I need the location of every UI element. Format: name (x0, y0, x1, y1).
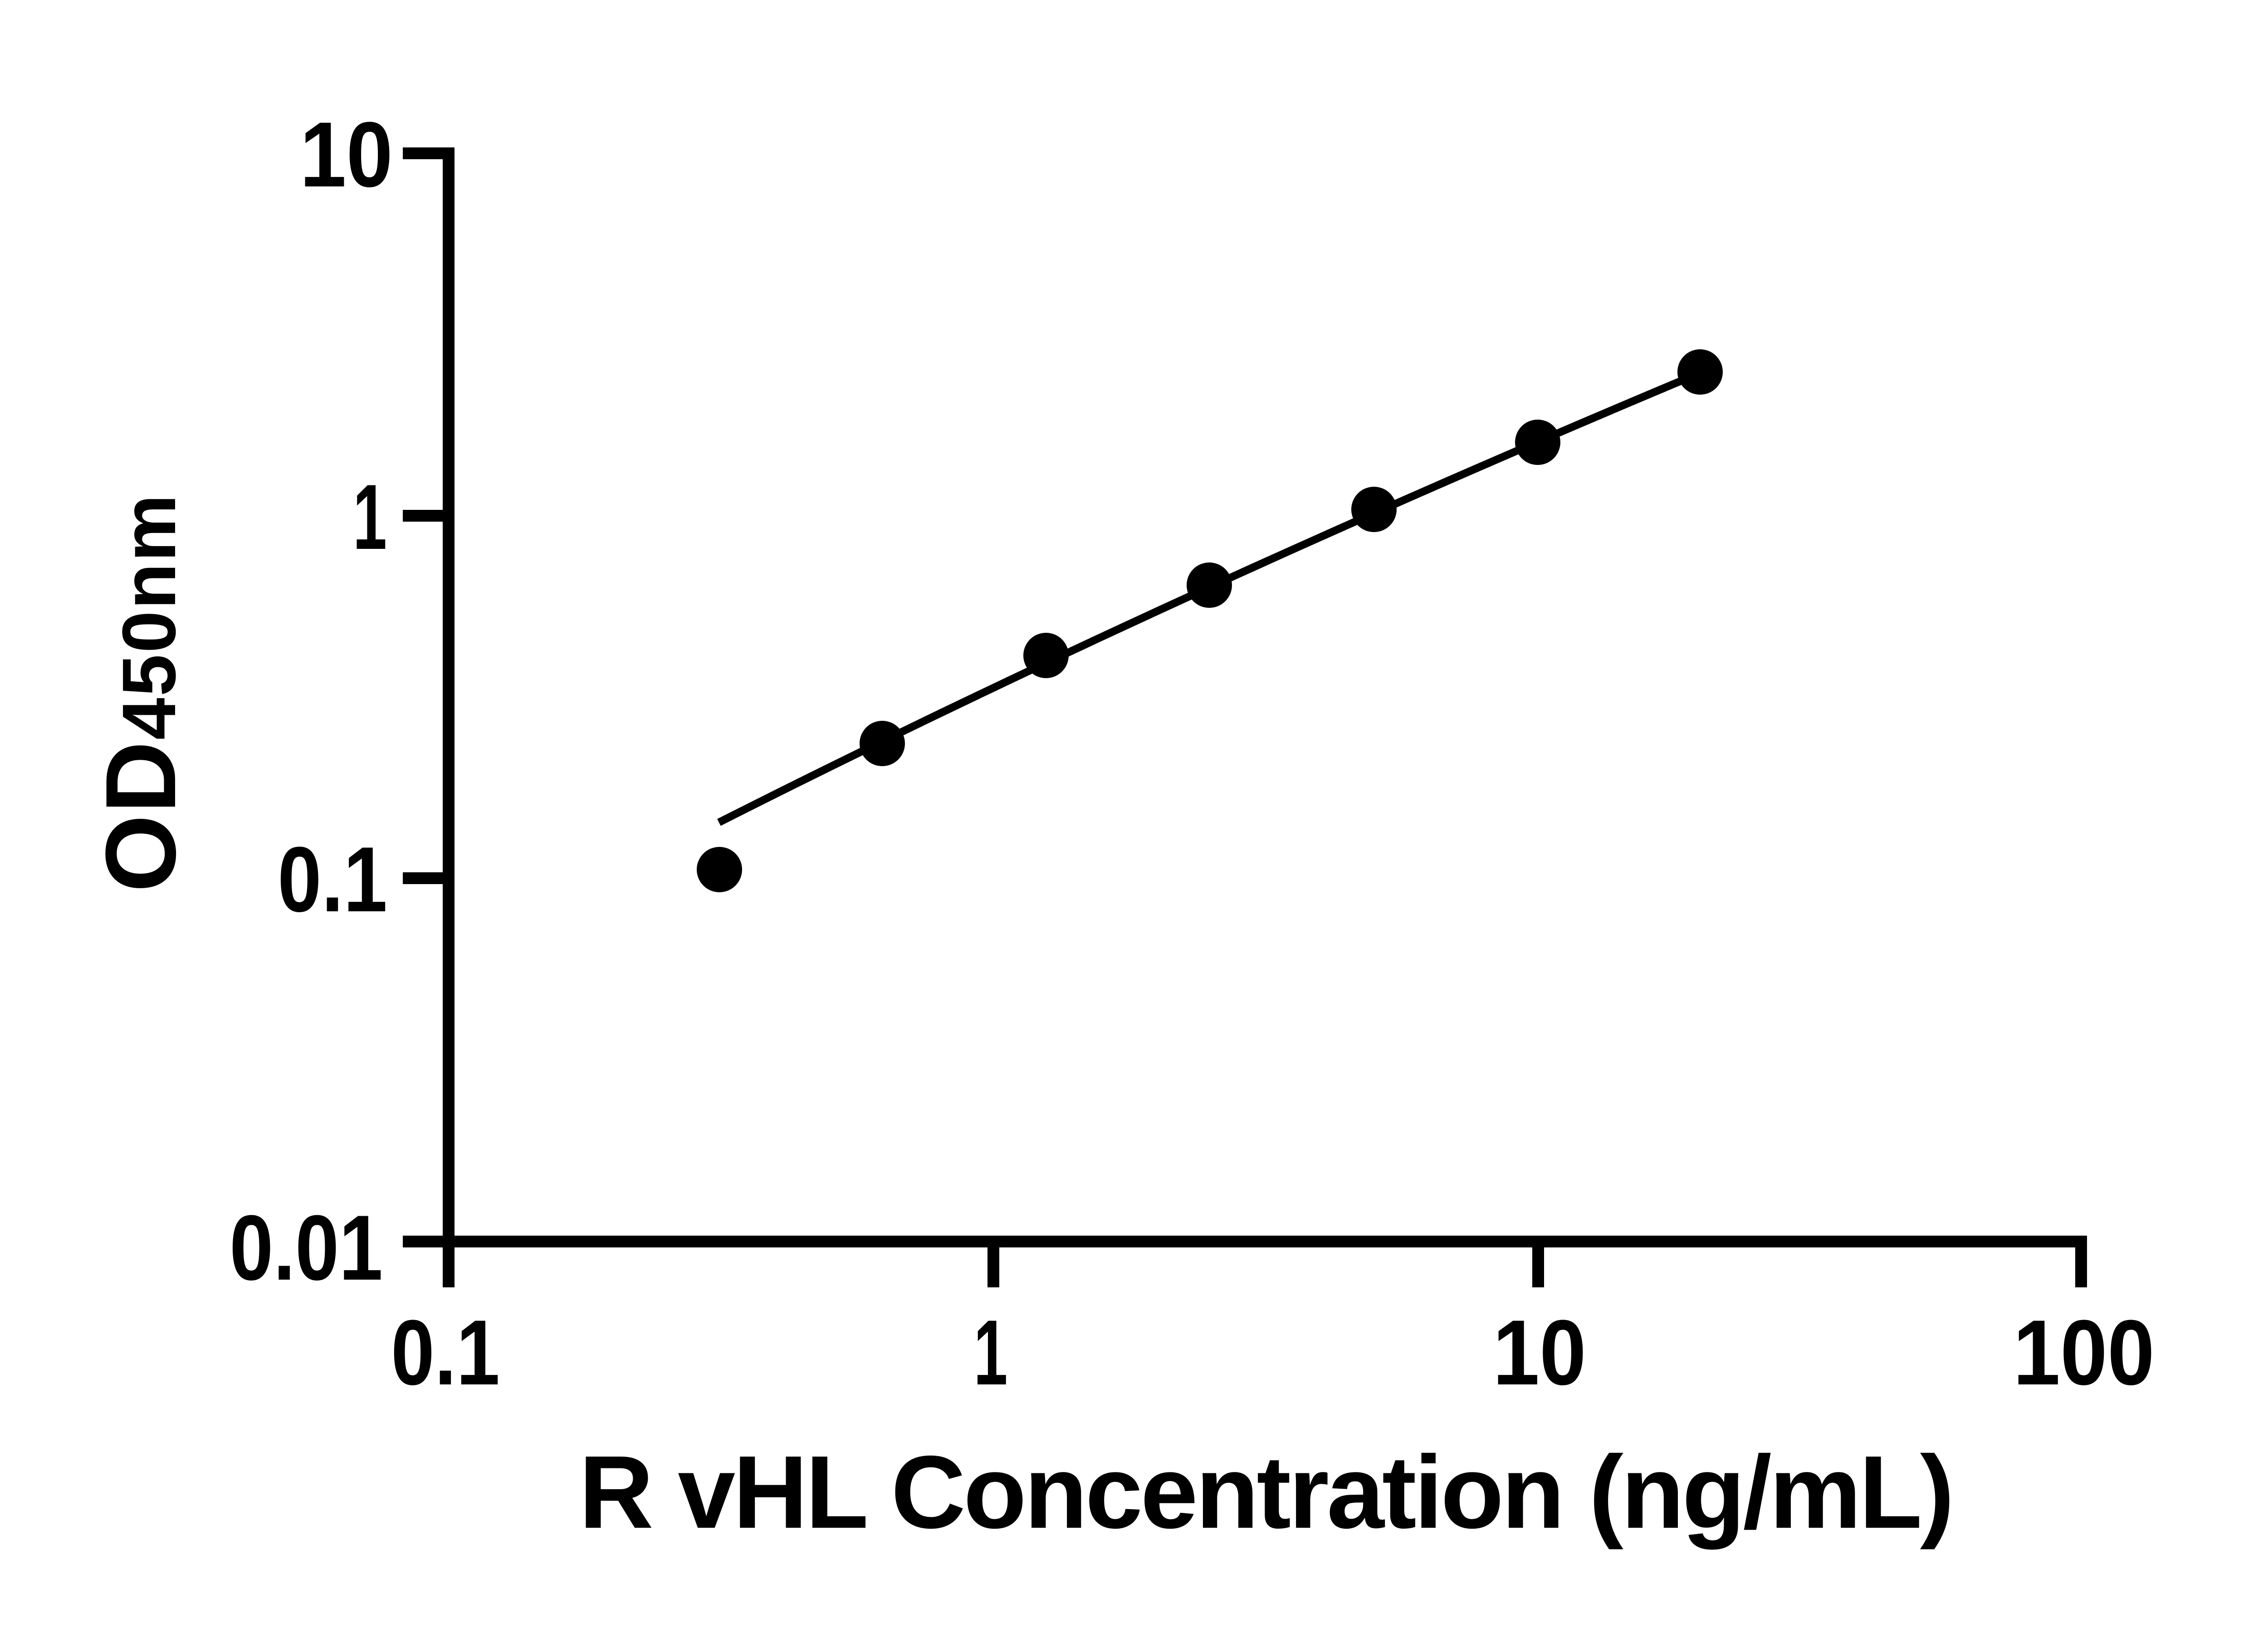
svg-text:OD450nm: OD450nm (85, 493, 196, 892)
svg-text:10: 10 (300, 103, 393, 206)
svg-text:1: 1 (974, 1301, 1008, 1404)
svg-text:0.01: 0.01 (230, 1196, 383, 1300)
svg-text:1: 1 (353, 465, 387, 569)
svg-text:10: 10 (1493, 1301, 1586, 1404)
svg-text:100: 100 (2013, 1301, 2155, 1404)
svg-text:R vHL Concentration (ng/mL): R vHL Concentration (ng/mL) (579, 1435, 1952, 1550)
svg-text:0.1: 0.1 (278, 828, 387, 931)
svg-text:0.1: 0.1 (391, 1301, 500, 1404)
